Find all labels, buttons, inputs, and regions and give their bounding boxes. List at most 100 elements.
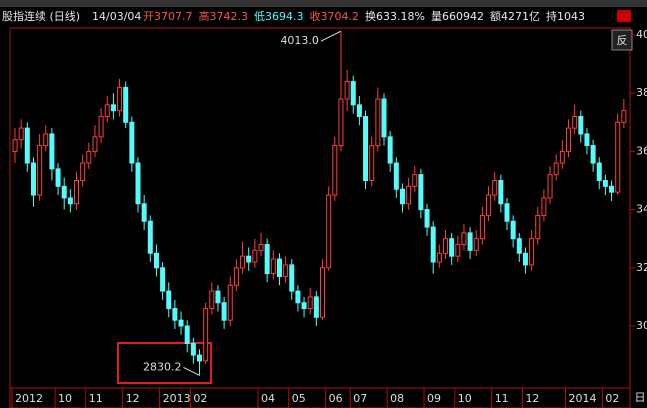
- candle-body: [498, 179, 504, 205]
- candle-body: [221, 302, 227, 321]
- tab-strip: [0, 0, 647, 7]
- x-tick-label: 2013: [163, 392, 191, 405]
- annotation: 4013.0: [280, 34, 319, 47]
- candle-body: [110, 104, 116, 112]
- header-item: 持1043: [546, 9, 585, 23]
- candle-body: [246, 255, 252, 263]
- candle-body: [621, 110, 627, 123]
- x-tick-label: 2014: [569, 392, 597, 405]
- candle-body: [252, 249, 258, 263]
- candle-body: [160, 267, 166, 292]
- candle-body: [197, 354, 202, 362]
- date: 14/03/04: [92, 10, 141, 23]
- x-tick-label: 2012: [15, 392, 43, 405]
- candle-body: [387, 136, 393, 164]
- candle-body: [184, 325, 190, 344]
- candle-body: [553, 162, 559, 176]
- candle-body: [141, 203, 147, 222]
- x-tick-label: 10: [58, 392, 72, 405]
- x-tick-label: 02: [193, 392, 207, 405]
- candle-body: [153, 252, 159, 269]
- restore-button[interactable]: [611, 29, 633, 51]
- candle-body: [129, 121, 135, 164]
- chart-title: 股指连续 (日线): [2, 9, 80, 23]
- y-tick-label: 3000: [636, 319, 647, 332]
- candle-body: [233, 267, 239, 286]
- candle-body: [492, 179, 498, 196]
- header-item: 换633.18%: [365, 9, 425, 23]
- candle-body: [283, 264, 289, 278]
- x-tick-label: 10: [458, 392, 472, 405]
- candle-body: [602, 179, 608, 187]
- candle-body: [18, 127, 24, 141]
- candle-body: [240, 255, 246, 269]
- candle-body: [135, 162, 141, 205]
- candle-body: [479, 214, 485, 240]
- y-tick-label: 3600: [636, 144, 647, 157]
- x-tick-label: 11: [89, 392, 103, 405]
- candle-body: [117, 86, 123, 112]
- candle-body: [584, 133, 590, 147]
- candle-body: [467, 232, 473, 251]
- candle-body: [313, 296, 319, 318]
- candle-body: [529, 238, 535, 266]
- candle-body: [350, 81, 356, 106]
- plot-frame: [9, 27, 631, 389]
- candle-body: [270, 258, 276, 275]
- candle-body: [590, 145, 596, 164]
- candle-body: [473, 238, 479, 251]
- period-label[interactable]: 日: [635, 391, 646, 404]
- candle-body: [289, 264, 295, 292]
- x-tick-label: 12: [126, 392, 140, 405]
- candle-body: [547, 174, 553, 199]
- candle-body: [258, 244, 264, 251]
- candle-body: [535, 214, 541, 240]
- candle-body: [104, 104, 110, 117]
- candle-body: [578, 115, 584, 135]
- candle-body: [320, 267, 325, 318]
- y-tick-label: 3800: [636, 86, 647, 99]
- candle-body: [92, 136, 98, 152]
- candle-body: [203, 308, 209, 362]
- candle-body: [572, 115, 578, 129]
- candle-body: [510, 220, 516, 240]
- candle-body: [209, 290, 215, 310]
- x-tick-label: 12: [525, 392, 539, 405]
- candle-body: [24, 127, 30, 164]
- menu-icon[interactable]: [617, 10, 631, 22]
- candle-body: [461, 232, 467, 246]
- candle-body: [516, 238, 522, 254]
- highlight-box: [117, 342, 212, 384]
- candle-body: [43, 133, 49, 147]
- x-tick-label: 06: [329, 392, 343, 405]
- candle-body: [504, 203, 510, 222]
- x-tick-label: 05: [292, 392, 306, 405]
- annotation-leader: [183, 367, 200, 376]
- candle-body: [430, 226, 436, 263]
- candle-body: [559, 150, 565, 164]
- candle-body: [356, 104, 362, 117]
- header-item: 开3707.7: [143, 10, 193, 23]
- candle-body: [375, 98, 381, 147]
- candle-body: [443, 238, 448, 254]
- candle-body: [541, 197, 547, 216]
- annotation: 2830.2: [143, 360, 182, 373]
- candle-body: [596, 162, 602, 181]
- y-tick-label: 3200: [636, 261, 647, 274]
- candle-body: [393, 162, 399, 190]
- candle-body: [344, 81, 350, 100]
- x-tick-label: 08: [390, 392, 404, 405]
- restore-label[interactable]: 反: [617, 34, 628, 47]
- candle-body: [363, 115, 369, 181]
- y-tick-label: 3400: [636, 203, 647, 216]
- candle-body: [424, 209, 430, 228]
- candle-body: [98, 115, 104, 138]
- y-tick-label: 4000: [636, 28, 647, 41]
- x-tick-label: 02: [605, 392, 619, 405]
- annotation-leader: [320, 30, 342, 42]
- candle-body: [190, 342, 196, 356]
- candle-body: [566, 127, 571, 152]
- candle-body: [123, 86, 129, 123]
- candle-body: [412, 174, 418, 187]
